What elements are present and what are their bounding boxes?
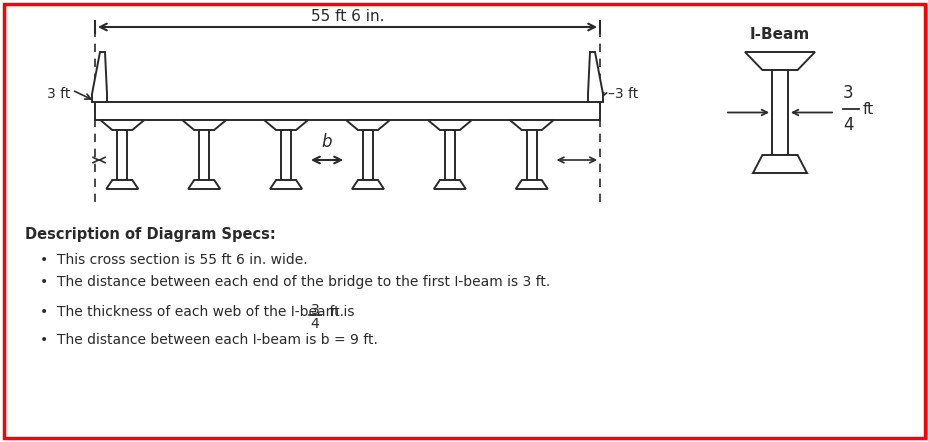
- Polygon shape: [199, 130, 209, 180]
- Polygon shape: [352, 180, 383, 189]
- Polygon shape: [515, 180, 548, 189]
- Polygon shape: [188, 180, 220, 189]
- Polygon shape: [92, 52, 107, 102]
- Text: 3: 3: [842, 84, 853, 103]
- Text: •  The thickness of each web of the I-beam is: • The thickness of each web of the I-bea…: [40, 305, 358, 319]
- Text: 4: 4: [842, 115, 853, 133]
- Polygon shape: [744, 52, 814, 70]
- Text: I-Beam: I-Beam: [749, 27, 809, 42]
- Text: Description of Diagram Specs:: Description of Diagram Specs:: [25, 227, 276, 242]
- Text: 4: 4: [310, 317, 319, 331]
- Text: •  This cross section is 55 ft 6 in. wide.: • This cross section is 55 ft 6 in. wide…: [40, 253, 307, 267]
- Text: ft.: ft.: [325, 305, 343, 319]
- Text: •  The distance between each end of the bridge to the first I-beam is 3 ft.: • The distance between each end of the b…: [40, 275, 549, 289]
- Polygon shape: [264, 120, 308, 130]
- Text: b: b: [321, 133, 332, 151]
- Polygon shape: [433, 180, 465, 189]
- Polygon shape: [363, 130, 372, 180]
- Polygon shape: [526, 130, 536, 180]
- Polygon shape: [345, 120, 390, 130]
- Text: 55 ft 6 in.: 55 ft 6 in.: [310, 9, 384, 24]
- Polygon shape: [100, 120, 144, 130]
- Polygon shape: [106, 180, 138, 189]
- Polygon shape: [117, 130, 127, 180]
- Polygon shape: [428, 120, 471, 130]
- Text: 3: 3: [310, 303, 319, 317]
- Bar: [771, 70, 787, 155]
- Text: 3 ft: 3 ft: [46, 87, 70, 101]
- Polygon shape: [509, 120, 553, 130]
- Polygon shape: [270, 180, 302, 189]
- Bar: [95, 102, 599, 120]
- Polygon shape: [182, 120, 226, 130]
- Text: ft: ft: [862, 102, 873, 117]
- Polygon shape: [445, 130, 455, 180]
- Text: •  The distance between each I-beam is b = 9 ft.: • The distance between each I-beam is b …: [40, 333, 378, 347]
- Polygon shape: [281, 130, 290, 180]
- Polygon shape: [753, 155, 806, 173]
- Polygon shape: [587, 52, 602, 102]
- Text: –3 ft: –3 ft: [607, 87, 638, 101]
